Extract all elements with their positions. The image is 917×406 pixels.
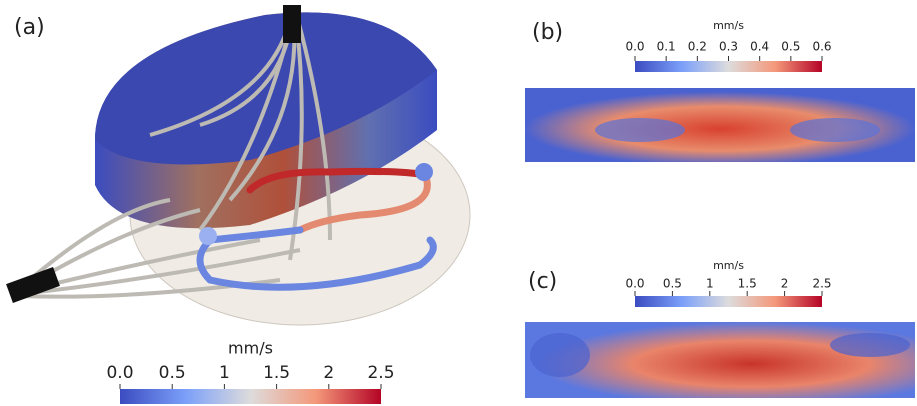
colorbar — [120, 389, 381, 404]
colorbar-tick-label: 0.6 — [812, 40, 831, 54]
panel-label: (c) — [528, 269, 557, 294]
colorbar-tick-label: 0.3 — [719, 40, 738, 54]
colorbar-tick-label: 0.0 — [625, 40, 644, 54]
panel-a-render — [6, 5, 471, 326]
colorbar-tick-label: 2 — [323, 363, 334, 383]
colorbar-tick-label: 1.5 — [263, 363, 290, 383]
panel-c-render — [525, 322, 915, 398]
colorbar-title: mm/s — [713, 259, 744, 272]
panel-label: (a) — [14, 15, 45, 40]
colorbar-tick-label: 1 — [219, 363, 230, 383]
colorbar-tick-label: 0.4 — [750, 40, 769, 54]
colorbar-tick-label: 2 — [781, 277, 789, 291]
annotations: (a) mm/s 0.0 0.5 1 1.5 2 2.5 (b) mm/s 0.0 0.1 0.2 0.3… — [14, 15, 832, 404]
colorbar-tick-label: 0.2 — [688, 40, 707, 54]
panel-b-render — [525, 88, 915, 162]
colorbar-tick-label: 0.5 — [159, 363, 186, 383]
colorbar-tick-label: 2.5 — [812, 277, 831, 291]
colorbar-tick-label: 2.5 — [367, 363, 394, 383]
colorbar-title: mm/s — [713, 19, 744, 32]
colorbar — [635, 296, 822, 307]
colorbar-tick-label: 1.5 — [738, 277, 757, 291]
panel-label: (b) — [532, 20, 563, 45]
colorbar-tick-label: 0.1 — [657, 40, 676, 54]
colorbar-tick-label: 1 — [706, 277, 714, 291]
colorbar-tick-label: 0.5 — [781, 40, 800, 54]
colorbar-title: mm/s — [228, 339, 273, 358]
colorbar-tick-label: 0.0 — [625, 277, 644, 291]
colorbar-tick-label: 0.0 — [106, 363, 133, 383]
colorbar-tick-label: 0.5 — [663, 277, 682, 291]
colorbar — [635, 61, 822, 72]
